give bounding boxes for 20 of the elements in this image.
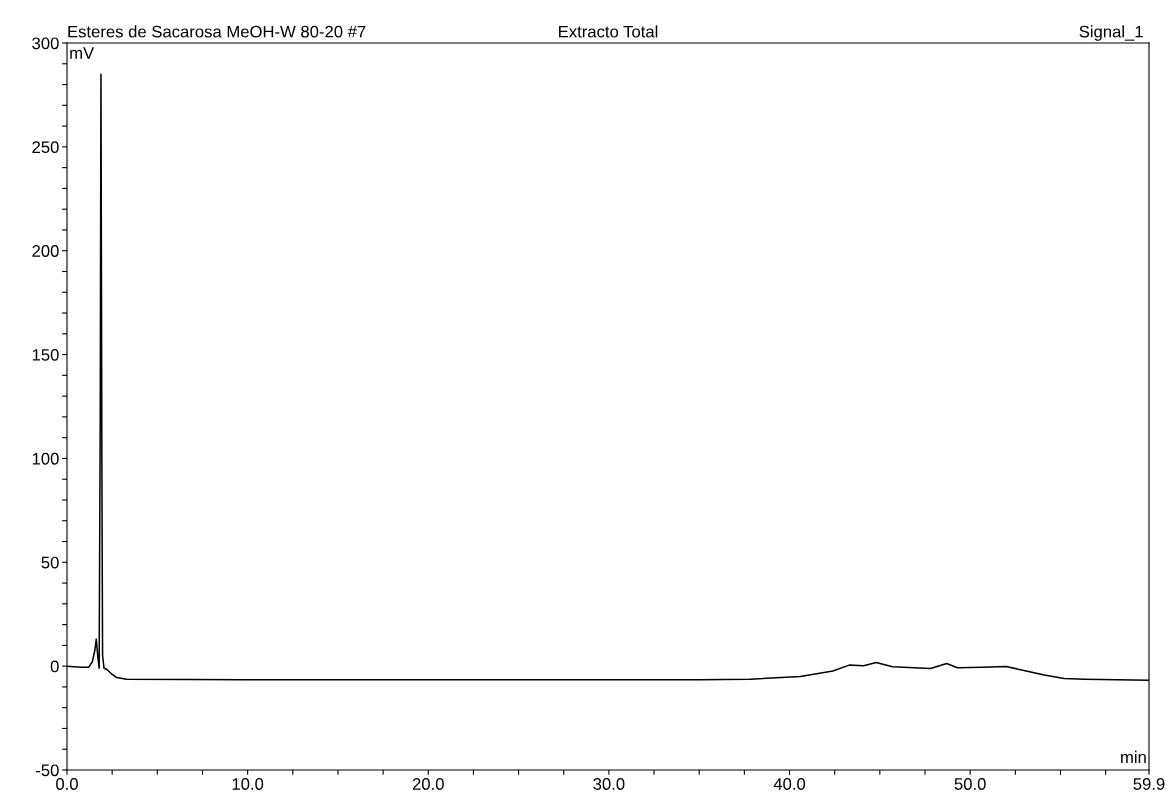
y-axis-title: mV [70, 47, 95, 59]
y-tick-label: 150 [32, 348, 59, 361]
x-axis-title: min [1121, 750, 1146, 763]
text: Signal_1 [1079, 25, 1143, 41]
x-tick-label: 10.0 [232, 778, 264, 790]
x-tick-label: 30.0 [593, 778, 625, 790]
y-tick-label: 0 [50, 660, 59, 673]
y-tick-label: 250 [32, 141, 59, 154]
y-tick-label: 50 [41, 556, 59, 569]
y-tick-label: 100 [32, 452, 59, 465]
chart-subtitle: Extracto Total [559, 25, 658, 38]
x-tick-label: 40.0 [773, 778, 806, 790]
y-tick-label: -50 [36, 764, 59, 777]
y-tick-label: 300 [32, 37, 59, 50]
chart-title: Esteres de Sacarosa MeOH-W 80-20 #7 [68, 25, 366, 38]
x-tick-label: 50.0 [954, 778, 986, 790]
x-tick-label: 59.9 [1133, 778, 1165, 790]
y-tick-label: 200 [32, 245, 59, 257]
x-tick-label: 20.0 [412, 778, 444, 790]
x-tick-label: 0.0 [56, 778, 78, 790]
